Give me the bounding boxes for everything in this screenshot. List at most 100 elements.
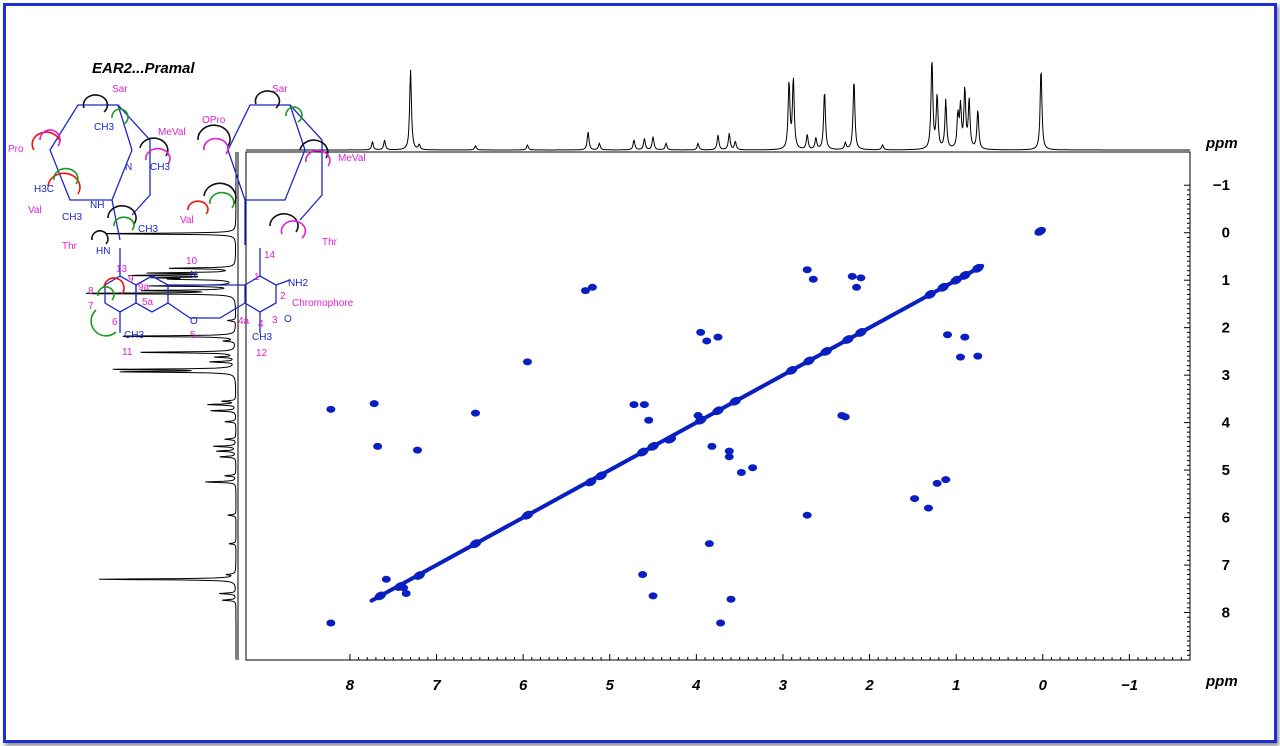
label-val-right: Val [180, 215, 194, 226]
peptide-chain-right [244, 104, 323, 245]
chromophore-ring-right [244, 275, 277, 313]
label-nh2: NH2 [288, 278, 308, 289]
cross-peak-35 [960, 333, 970, 341]
label-hn-thr: HN [96, 246, 110, 257]
chromophore-bridge [167, 284, 246, 319]
x-tick-label-7: 1 [952, 677, 960, 694]
diagonal-peak-12 [712, 406, 724, 416]
cross-peak-28 [802, 511, 812, 519]
y-tick-label-4: 3 [1222, 367, 1230, 384]
label-n-10: N [190, 270, 197, 281]
x-tick-label-8: 0 [1039, 677, 1048, 694]
x-tick-label-4: 4 [691, 677, 701, 694]
label-num-2: 2 [280, 291, 286, 302]
label-opro: OPro [202, 115, 226, 126]
cross-peak-6 [401, 590, 411, 598]
cross-peak-42 [693, 411, 703, 419]
cross-peak-8 [471, 409, 481, 417]
y-tick-label-5: 4 [1222, 415, 1231, 432]
diagonal-peak-3 [413, 571, 425, 580]
diagonal-peak-7 [595, 471, 607, 481]
diagonal-peak-1 [374, 591, 386, 601]
label-num-9: 9 [128, 274, 134, 285]
label-num-6: 6 [112, 317, 118, 328]
diagonal-peak-13 [729, 396, 742, 406]
y-tick-label-8: 7 [1222, 557, 1230, 574]
x-tick-label-9: −1 [1121, 677, 1138, 694]
diagonal-peak-21 [950, 275, 962, 285]
x-tick-label-5: 3 [779, 677, 788, 694]
y-tick-label-6: 5 [1222, 462, 1230, 479]
diagonal-peak-10 [664, 434, 677, 444]
cross-peak-41 [923, 504, 933, 512]
x-tick-label-6: 2 [864, 677, 874, 694]
x-tick-label-3: 5 [606, 677, 615, 694]
cross-peak-25 [726, 595, 736, 603]
diagonal-peak-20 [937, 282, 949, 292]
x-tick-label-0: 8 [346, 677, 355, 694]
diagonal-peak-15 [803, 356, 815, 366]
cross-peak-4 [381, 575, 391, 583]
diagonal-peak-22 [959, 271, 971, 280]
diagonal-peak-18 [855, 328, 867, 337]
peptide-ring-left [49, 104, 133, 201]
projection-trace-left [85, 152, 237, 660]
label-ch3-meval: CH3 [150, 162, 170, 173]
cross-peak-44 [736, 468, 746, 476]
correlation-arrows [31, 90, 331, 337]
cross-peak-40 [910, 495, 920, 503]
label-ch3-11: CH3 [124, 330, 144, 341]
cross-peaks [326, 266, 983, 627]
diagonal-peak-4 [469, 539, 482, 549]
diagonal-peak-16 [820, 347, 832, 356]
cross-peak-5 [399, 584, 409, 592]
diagonal-peak-14 [785, 365, 798, 375]
label-num-9a: 9a [138, 282, 150, 293]
cross-peak-32 [856, 274, 866, 282]
cross-peak-43 [748, 464, 758, 472]
label-num-10: 10 [186, 256, 198, 267]
label-chromophore: Chromophore [292, 298, 354, 309]
cross-peak-1 [326, 619, 336, 627]
x-tick-label-2: 6 [519, 677, 528, 694]
x-axis-ticks: 8 7 6 5 4 3 2 1 0 −1 [346, 654, 1182, 694]
label-n-meval: N [125, 162, 132, 173]
cross-peak-0 [326, 405, 336, 413]
y-axis-unit: ppm [1205, 135, 1238, 152]
plot-frame [245, 151, 1191, 661]
label-nh-val: NH [90, 200, 104, 211]
cross-peak-13 [639, 401, 649, 409]
cross-peak-21 [704, 540, 714, 548]
cross-peak-10 [587, 283, 597, 291]
cross-peak-37 [955, 353, 965, 361]
cross-peak-24 [724, 453, 734, 461]
diagonal-peak-9 [647, 441, 659, 451]
label-num-4a: 4a [238, 316, 250, 327]
label-h3c-val: H3C [34, 184, 54, 195]
cross-peak-16 [648, 592, 658, 600]
label-ch3-thr: CH3 [138, 224, 158, 235]
label-num-11: 11 [122, 347, 133, 358]
diagonal-peak-5 [521, 510, 534, 520]
label-ch3-12: CH3 [252, 332, 272, 343]
cross-peak-9 [522, 358, 532, 366]
label-o-3: O [284, 314, 292, 325]
cross-peak-23 [724, 447, 734, 455]
diagonal-peak-6 [584, 477, 597, 487]
cross-peak-27 [808, 275, 818, 283]
label-sar-left: Sar [112, 84, 128, 95]
cross-peak-39 [932, 479, 942, 487]
y-tick-label-9: 8 [1222, 605, 1230, 622]
projection-trace-top [246, 62, 1190, 151]
cross-peak-18 [702, 337, 712, 345]
cross-peak-31 [847, 272, 857, 280]
cross-peak-11 [580, 287, 590, 295]
label-num-3: 3 [272, 315, 278, 326]
diagonal-line [369, 263, 985, 603]
label-num-12: 12 [256, 348, 268, 359]
label-ch3-val: CH3 [62, 212, 82, 223]
label-num-14: 14 [264, 250, 276, 261]
label-num-7: 7 [88, 301, 94, 312]
label-meval-left: MeVal [158, 127, 186, 138]
cross-peak-20 [707, 442, 717, 450]
